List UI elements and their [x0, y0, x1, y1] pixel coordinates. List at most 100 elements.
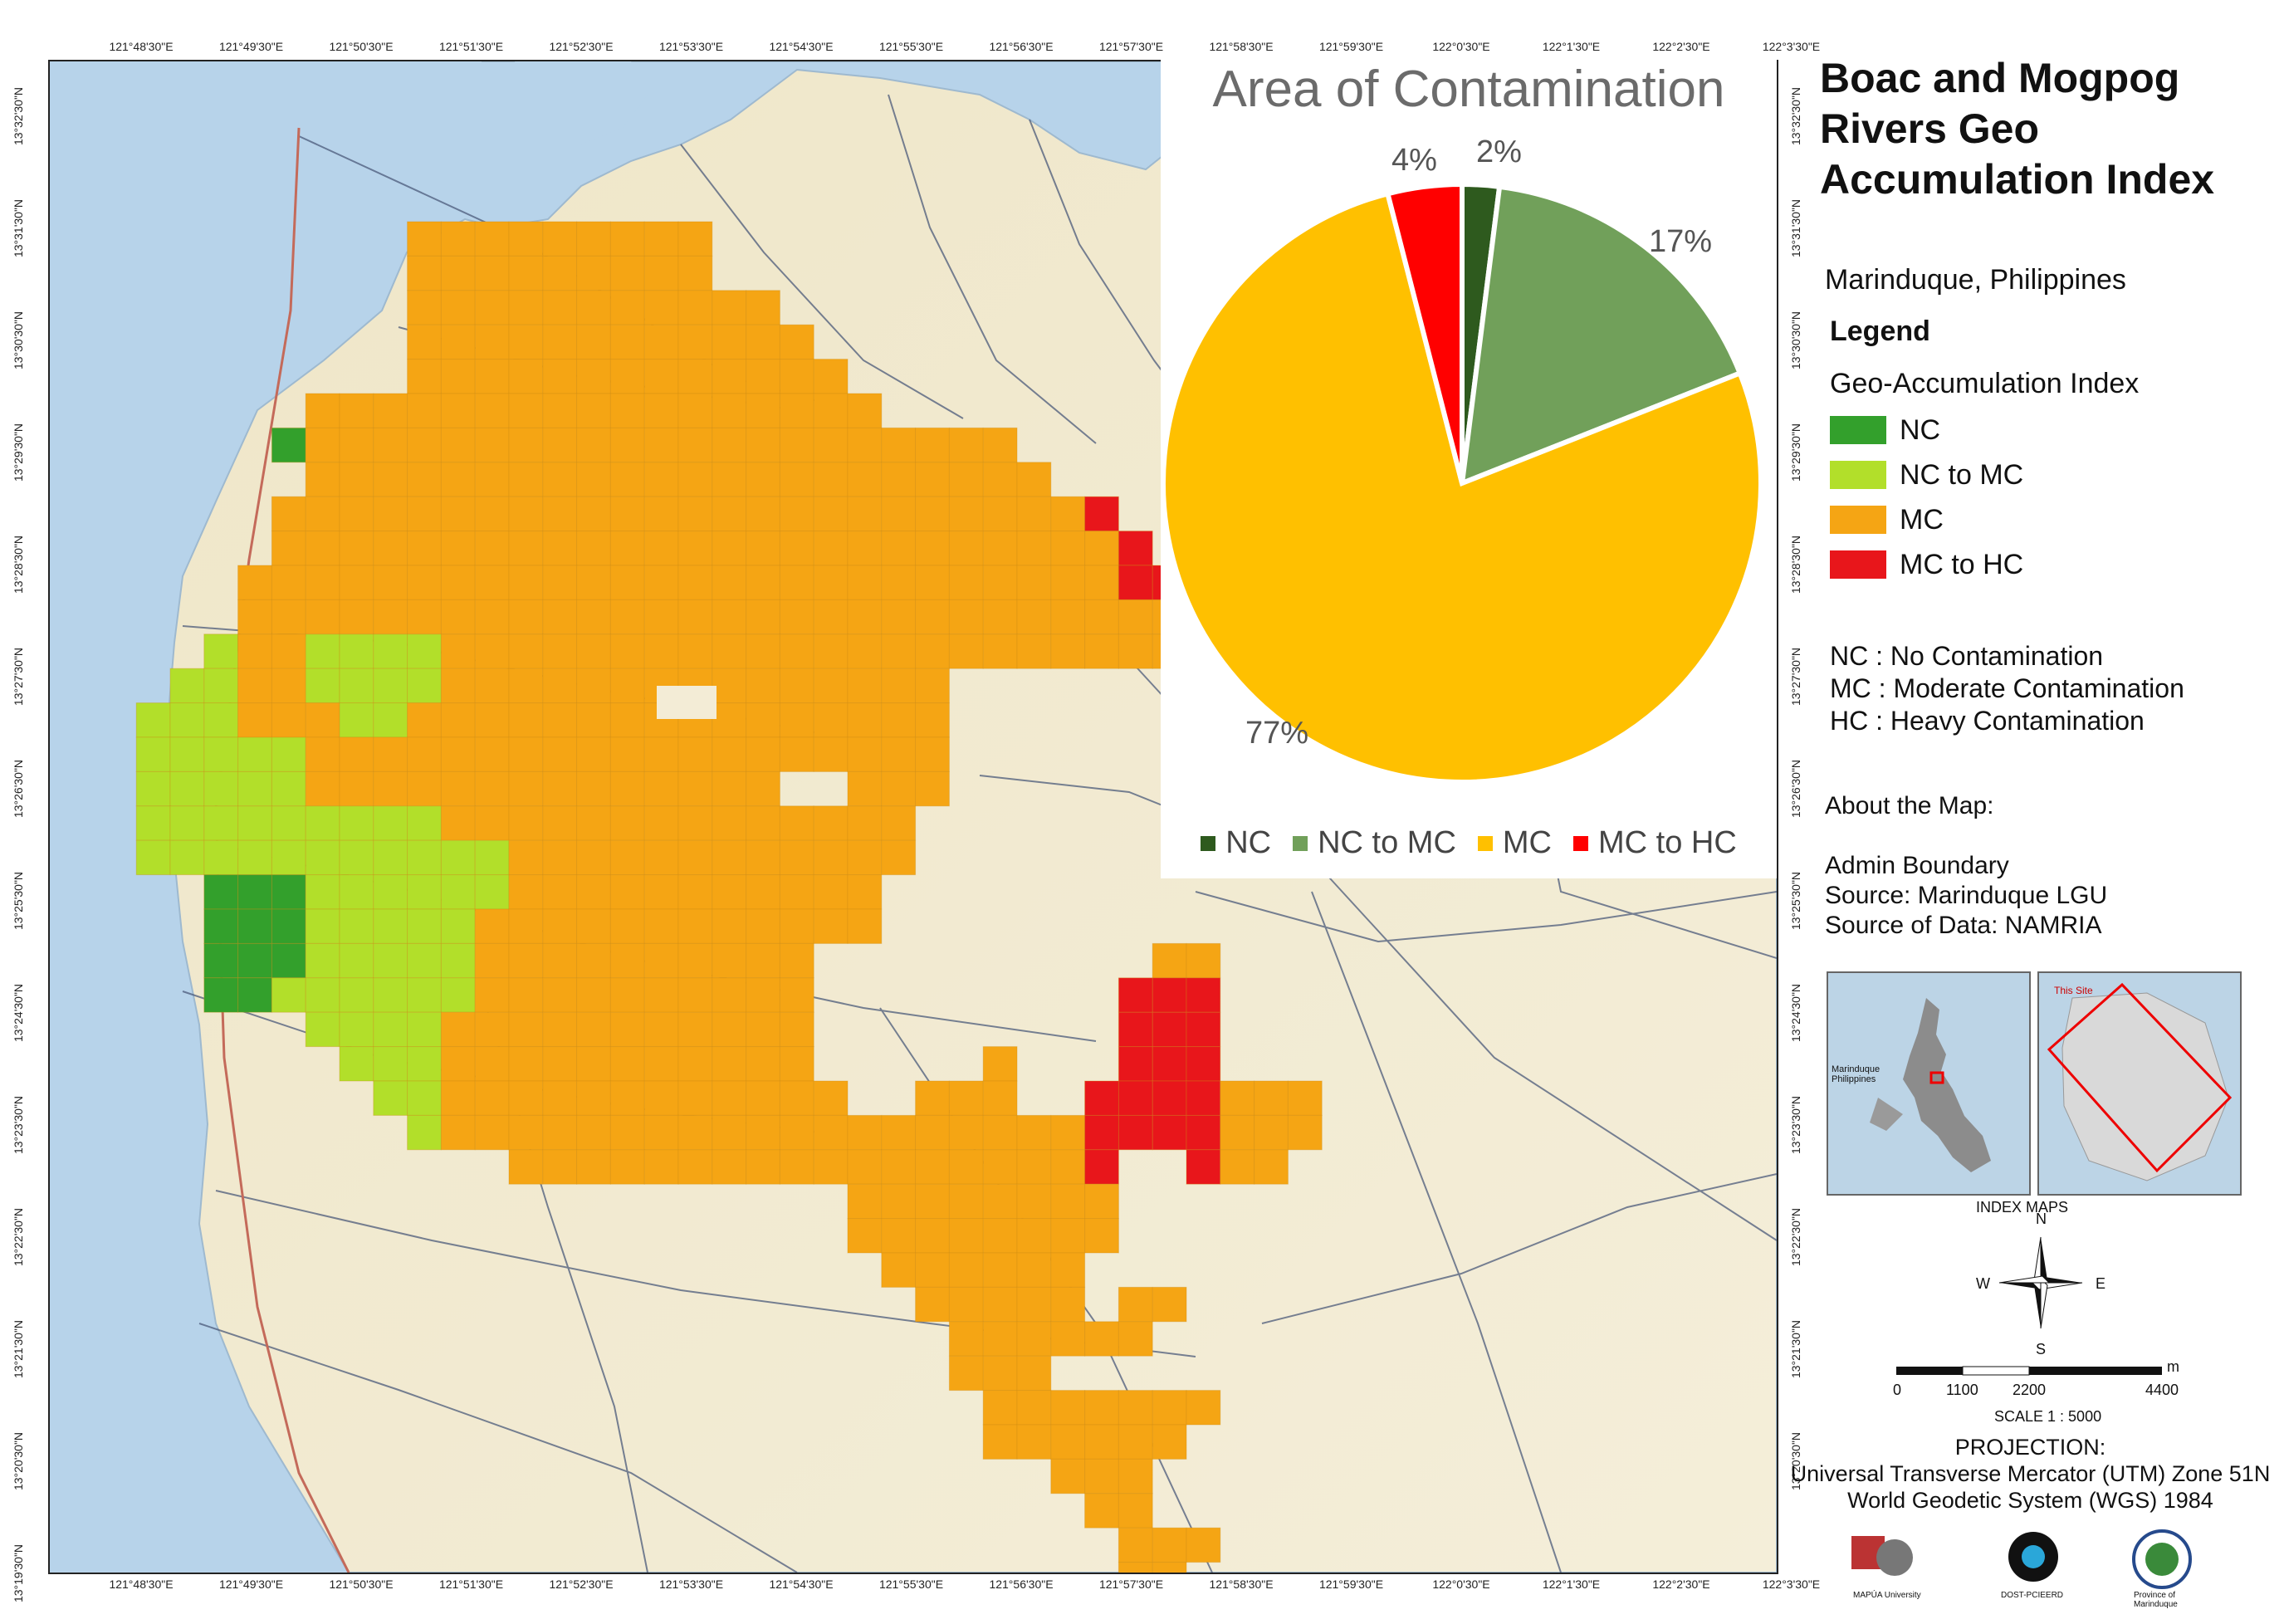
grid-cell	[440, 290, 476, 325]
grid-cell	[1016, 633, 1052, 669]
grid-cell	[576, 874, 611, 910]
grid-cell	[1118, 633, 1153, 669]
grid-cell	[542, 1046, 578, 1082]
grid-cell	[677, 736, 713, 772]
grid-cell	[474, 805, 510, 841]
grid-cell	[881, 1183, 917, 1220]
grid-cell	[373, 393, 408, 428]
grid-cell	[779, 393, 814, 428]
grid-cell	[779, 427, 814, 463]
grid-cell	[712, 942, 747, 979]
grid-cell	[474, 496, 510, 532]
grid-cell	[881, 633, 917, 669]
grid-cell	[643, 1114, 679, 1151]
grid-cell	[1050, 1218, 1086, 1254]
compass-rose-icon	[1998, 1236, 2083, 1329]
grid-cell	[1084, 496, 1119, 532]
grid-cell	[712, 874, 747, 910]
coordinate-label: 13°30'30"N	[12, 311, 25, 370]
grid-cell	[948, 1321, 984, 1357]
grid-cell	[609, 393, 645, 428]
chart-title: Area of Contamination	[1212, 61, 1725, 118]
grid-cell	[203, 839, 239, 876]
grid-cell	[746, 565, 780, 600]
pie-slice-mc-to-hc[interactable]	[1384, 181, 1465, 484]
pie-chart[interactable]	[1161, 60, 1777, 824]
grid-cell	[237, 668, 272, 704]
coordinate-label: 121°58'30"E	[1209, 40, 1274, 53]
grid-cell	[609, 1046, 645, 1082]
grid-cell	[305, 942, 340, 979]
grid-cell	[609, 839, 645, 876]
grid-cell	[643, 874, 679, 910]
grid-cell	[643, 599, 679, 635]
grid-cell	[609, 1080, 645, 1116]
chart-legend-label: MC	[1502, 825, 1552, 860]
grid-cell	[474, 908, 510, 944]
grid-cell	[982, 1424, 1018, 1460]
grid-cell	[847, 633, 883, 669]
grid-cell	[474, 1046, 510, 1082]
grid-cell	[203, 942, 239, 979]
grid-cell	[746, 702, 780, 738]
grid-cell	[169, 770, 205, 807]
grid-cell	[1084, 1149, 1119, 1185]
scale-tick: 4400	[2145, 1382, 2179, 1398]
grid-cell	[407, 736, 442, 772]
grid-cell	[1220, 1080, 1255, 1116]
grid-cell	[1084, 1493, 1119, 1529]
grid-cell	[373, 1080, 408, 1116]
grid-cell	[576, 359, 611, 394]
grid-cell	[746, 290, 780, 325]
grid-cell	[1287, 1080, 1323, 1116]
grid-cell	[339, 942, 374, 979]
grid-cell	[169, 668, 205, 704]
grid-cell	[847, 1149, 883, 1185]
coordinate-label: 121°52'30"E	[549, 40, 614, 53]
grid-cell	[407, 359, 442, 394]
grid-cell	[881, 668, 917, 704]
grid-cell	[339, 393, 374, 428]
logo-caption: DOST-PCIEERD	[2001, 1591, 2064, 1600]
grid-cell	[339, 702, 374, 738]
coordinate-label: 121°55'30"E	[878, 40, 944, 53]
grid-cell	[339, 633, 374, 669]
grid-cell	[746, 770, 780, 807]
grid-cell	[609, 977, 645, 1013]
grid-cell	[1084, 1183, 1119, 1220]
grid-cell	[305, 805, 340, 841]
grid-cell	[576, 1149, 611, 1185]
grid-cell	[847, 1183, 883, 1220]
marinduque-seal-logo	[2132, 1529, 2192, 1589]
grid-cell	[440, 839, 476, 876]
grid-cell	[576, 290, 611, 325]
grid-cell	[1152, 1527, 1187, 1563]
grid-cell	[643, 633, 679, 669]
grid-cell	[271, 427, 306, 463]
index-map-philippines[interactable]: Marinduque Philippines	[1827, 971, 2031, 1196]
dost-pcieerd-logo	[2008, 1532, 2058, 1582]
contamination-grid[interactable]	[135, 221, 1323, 1573]
grid-cell	[779, 359, 814, 394]
grid-cell	[677, 805, 713, 841]
index-map-site[interactable]: This Site	[2037, 971, 2242, 1196]
grid-cell	[339, 736, 374, 772]
grid-cell	[609, 874, 645, 910]
grid-cell	[746, 874, 780, 910]
grid-cell	[1084, 599, 1119, 635]
coordinate-label: 121°59'30"E	[1318, 1578, 1384, 1591]
pie-slice-mc[interactable]	[1161, 190, 1763, 785]
grid-cell	[271, 565, 306, 600]
pie-slice-nc-to-mc[interactable]	[1459, 183, 1744, 487]
grid-cell	[576, 531, 611, 566]
grid-cell	[1118, 1458, 1153, 1494]
grid-cell	[373, 565, 408, 600]
grid-cell	[1118, 1286, 1153, 1323]
grid-cell	[779, 599, 814, 635]
grid-cell	[1118, 1527, 1153, 1563]
grid-cell	[677, 1046, 713, 1082]
grid-cell	[542, 839, 578, 876]
grid-cell	[643, 736, 679, 772]
grid-cell	[542, 668, 578, 704]
grid-cell	[508, 1046, 544, 1082]
